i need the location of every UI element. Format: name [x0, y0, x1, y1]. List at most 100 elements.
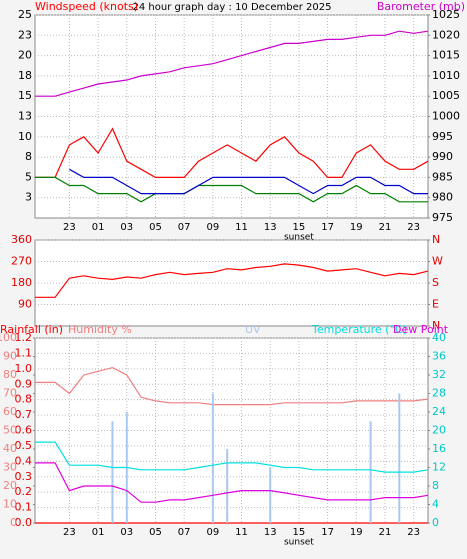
x-tick-label: 09 — [206, 222, 219, 233]
y-tick-label: 0.2 — [15, 485, 33, 498]
legend-entry: Humidity % — [68, 323, 132, 336]
y-tick-label: 20 — [18, 49, 32, 62]
annotation: sunset — [284, 233, 314, 243]
y2-tick-label: W — [432, 255, 443, 268]
y-tick-label: 0.9 — [15, 377, 33, 390]
y2-tick-label: 8 — [432, 479, 439, 492]
x-tick-label: 11 — [235, 222, 248, 233]
x-tick-label: 13 — [264, 527, 277, 538]
y3-tick-label: 90 — [3, 350, 17, 363]
y-tick-label: 0.3 — [15, 470, 33, 483]
y-tick-label: 0.0 — [15, 516, 33, 529]
y2-tick-label: 980 — [432, 191, 453, 204]
series-line — [35, 366, 429, 406]
y2-tick-label: 0 — [432, 516, 439, 529]
series-line — [35, 30, 429, 97]
series-line — [35, 462, 429, 503]
x-tick-label: 19 — [350, 222, 363, 233]
y-tick-label: 3 — [25, 191, 32, 204]
y3-tick-label: 0 — [10, 516, 17, 529]
y2-tick-label: 12 — [432, 461, 446, 474]
y-tick-label: 10 — [18, 130, 32, 143]
x-tick-label: 07 — [178, 527, 191, 538]
y3-tick-label: 30 — [3, 461, 17, 474]
y3-tick-label: 20 — [3, 479, 17, 492]
legend-entry: Temperature (°C) — [311, 323, 407, 336]
x-tick-label: 19 — [350, 527, 363, 538]
y3-tick-label: 40 — [3, 442, 17, 455]
y3-tick-label: 10 — [3, 498, 17, 511]
annotation: sunset — [284, 538, 314, 548]
x-tick-label: 05 — [149, 222, 162, 233]
series-line — [35, 441, 429, 473]
x-tick-label: 23 — [63, 527, 76, 538]
y-tick-label: 360 — [11, 233, 32, 246]
y2-tick-label: E — [432, 298, 439, 311]
y3-tick-label: 80 — [3, 368, 17, 381]
y-tick-label: 0.4 — [15, 454, 33, 467]
y-tick-label: 0.1 — [15, 501, 33, 514]
legend-entry: Dew Point — [393, 323, 449, 336]
y2-tick-label: 20 — [432, 424, 446, 437]
y-tick-label: 1.2 — [15, 331, 33, 344]
x-tick-label: 03 — [120, 222, 133, 233]
y2-tick-label: N — [432, 233, 440, 246]
y2-tick-label: 4 — [432, 498, 439, 511]
y-tick-label: 270 — [11, 255, 32, 268]
y2-tick-label: 975 — [432, 211, 453, 224]
y-tick-label: 18 — [18, 69, 32, 82]
x-tick-label: 09 — [206, 527, 219, 538]
y-tick-label: 13 — [18, 110, 32, 123]
y-tick-label: 0.6 — [15, 424, 33, 437]
y2-tick-label: 16 — [432, 442, 446, 455]
x-tick-label: 17 — [321, 527, 334, 538]
y-tick-label: 90 — [18, 298, 32, 311]
legend-entry: Windspeed (knots) — [35, 0, 138, 13]
y-tick-label: 0.8 — [15, 393, 33, 406]
y2-tick-label: 40 — [432, 331, 446, 344]
x-tick-label: 23 — [407, 527, 420, 538]
y2-tick-label: 1020 — [432, 28, 460, 41]
y2-tick-label: 36 — [432, 350, 446, 363]
panel-rain-temp — [34, 337, 429, 524]
y-tick-label: 23 — [18, 28, 32, 41]
y-tick-label: 0.5 — [15, 439, 33, 452]
x-tick-label: 23 — [63, 222, 76, 233]
chart-title: 24 hour graph day : 10 December 2025 — [133, 2, 332, 13]
x-tick-label: 11 — [235, 527, 248, 538]
y3-tick-label: 60 — [3, 405, 17, 418]
y2-tick-label: 28 — [432, 387, 446, 400]
y-tick-label: 180 — [11, 276, 32, 289]
y-tick-label: 5 — [25, 170, 32, 183]
y2-tick-label: N — [432, 319, 440, 332]
y-tick-label: 25 — [18, 8, 32, 21]
series-line — [35, 176, 428, 203]
x-tick-label: 21 — [379, 222, 392, 233]
y2-tick-label: 1015 — [432, 49, 460, 62]
x-tick-label: 01 — [92, 222, 105, 233]
x-tick-label: 01 — [92, 527, 105, 538]
y-tick-label: 8 — [25, 150, 32, 163]
legend-entry: Barometer (mb) — [377, 0, 465, 13]
x-tick-label: 17 — [321, 222, 334, 233]
y3-tick-label: 100 — [0, 331, 17, 344]
y2-tick-label: 995 — [432, 130, 453, 143]
series-line — [35, 263, 429, 298]
y2-tick-label: 985 — [432, 170, 453, 183]
y3-tick-label: 50 — [3, 424, 17, 437]
y2-tick-label: 1025 — [432, 8, 460, 21]
x-tick-label: 15 — [293, 222, 306, 233]
series-line — [35, 127, 429, 178]
y2-tick-label: 1010 — [432, 69, 460, 82]
x-tick-label: 03 — [120, 527, 133, 538]
y3-tick-label: 70 — [3, 387, 17, 400]
x-tick-label: 13 — [264, 222, 277, 233]
x-tick-label: 05 — [149, 527, 162, 538]
y-tick-label: 1.1 — [15, 346, 33, 359]
y2-tick-label: 1005 — [432, 89, 460, 102]
y2-tick-label: 24 — [432, 405, 446, 418]
y2-tick-label: S — [432, 276, 439, 289]
panel-direction — [34, 239, 429, 327]
x-tick-label: 07 — [178, 222, 191, 233]
